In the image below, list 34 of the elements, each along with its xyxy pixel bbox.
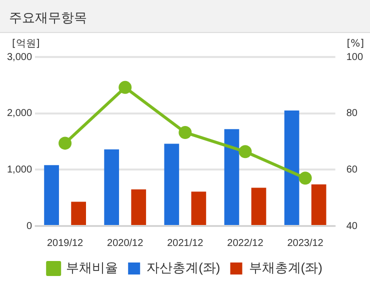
point	[58, 136, 72, 150]
y-tick-label: 3,000	[6, 52, 32, 63]
point	[298, 172, 312, 185]
x-tick-label: 2019/12	[46, 238, 84, 249]
bar	[251, 188, 266, 225]
legend-label: 부채비율	[66, 260, 118, 276]
bar	[131, 189, 146, 225]
bar	[311, 184, 326, 225]
x-tick-label: 2021/12	[167, 238, 204, 249]
bar	[164, 144, 180, 225]
y2-tick-label: 40	[346, 220, 358, 232]
x-tick-label: 2023/12	[287, 238, 324, 249]
point	[178, 126, 192, 139]
chart-title: 주요재무항목	[0, 0, 370, 33]
legend-label: 부채총계(좌)	[248, 260, 322, 276]
y-tick-label: 1,000	[6, 164, 32, 176]
y-axis-title: [억원]	[12, 38, 40, 50]
bar	[71, 202, 86, 225]
y2-tick-label: 100	[346, 52, 364, 63]
bar	[224, 129, 240, 225]
y2-axis-title: [%]	[346, 38, 364, 50]
bar	[191, 192, 206, 225]
y-tick-label: 2,000	[6, 108, 32, 120]
x-tick-label: 2022/12	[227, 238, 264, 249]
legend-label: 자산총계(좌)	[146, 260, 220, 276]
y2-tick-label: 80	[346, 108, 358, 120]
bar	[284, 110, 300, 225]
bar	[104, 149, 120, 225]
x-tick-label: 2020/12	[107, 238, 144, 249]
y2-tick-label: 60	[346, 164, 358, 176]
point	[238, 145, 252, 158]
point	[118, 80, 132, 94]
y-tick-label: 0	[26, 220, 32, 232]
bar	[44, 165, 59, 225]
